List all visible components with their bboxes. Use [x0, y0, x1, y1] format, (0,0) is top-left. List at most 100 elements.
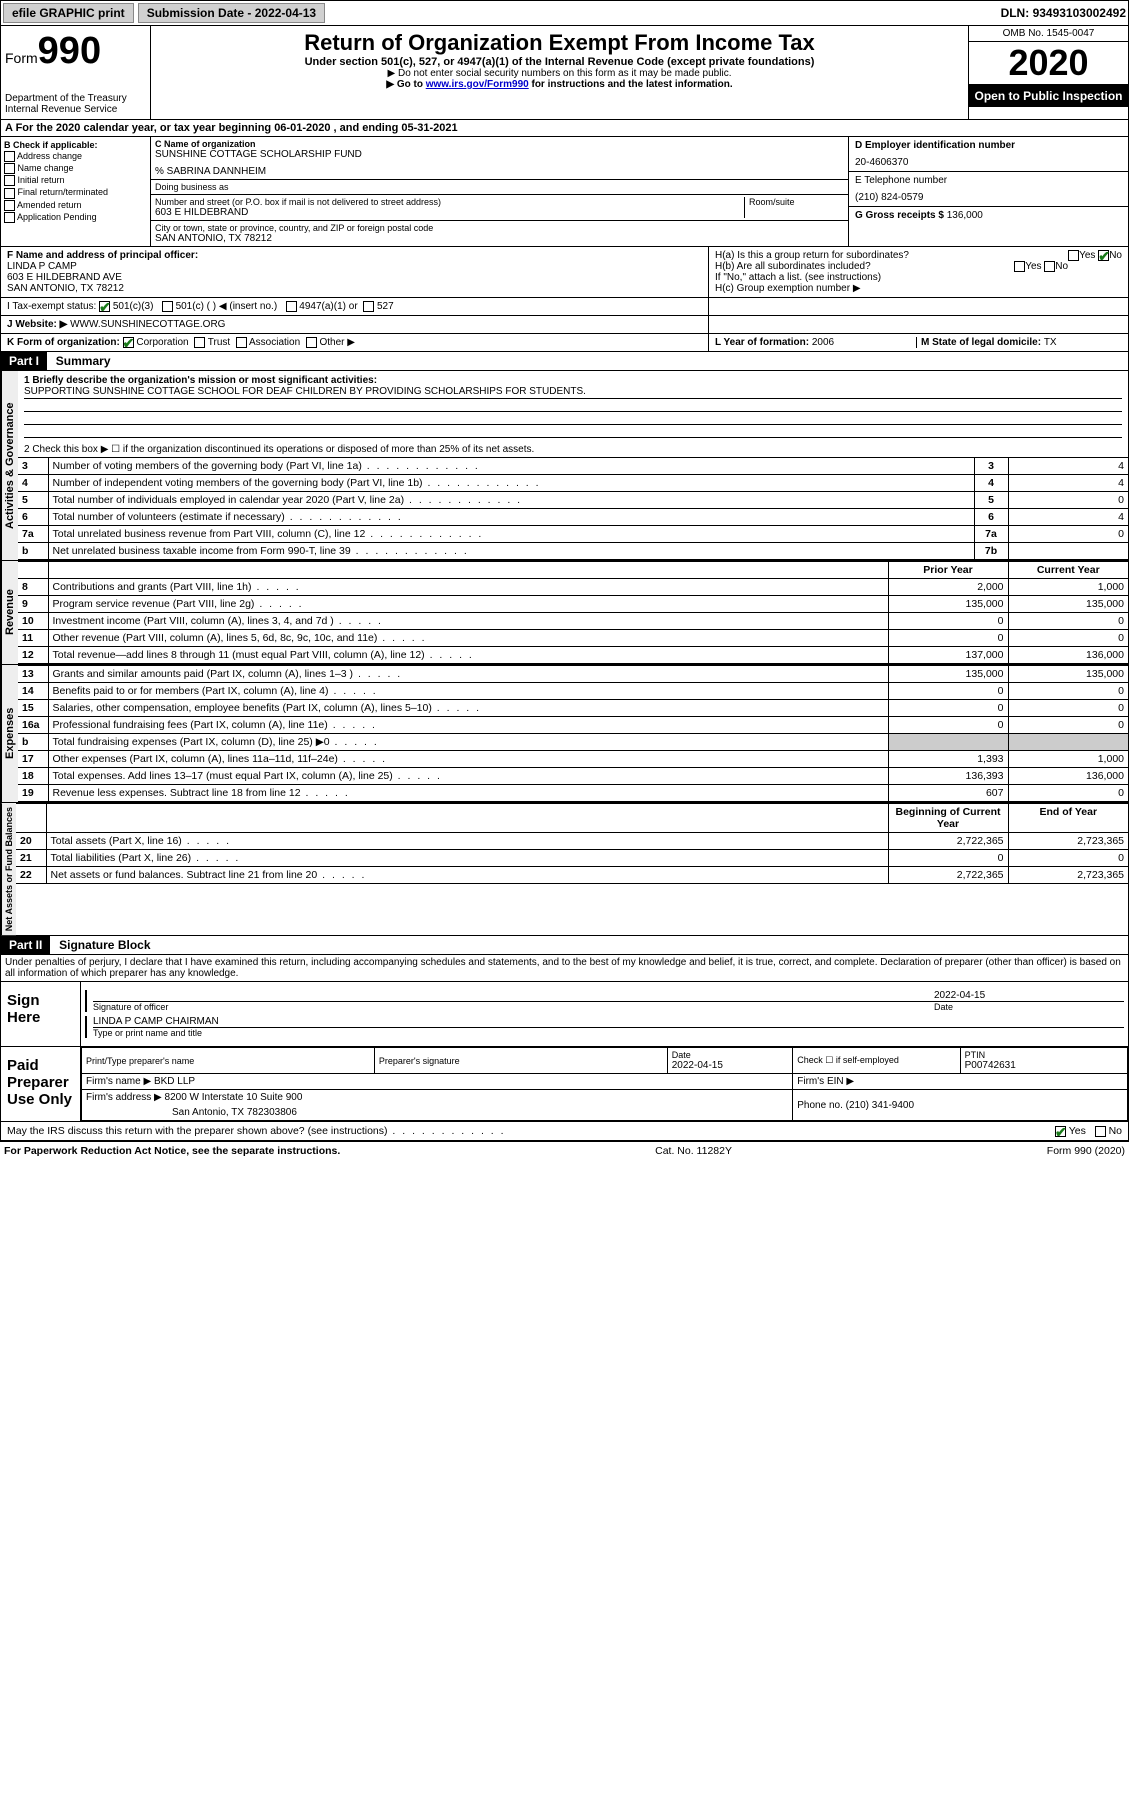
discuss-no-cb[interactable] [1095, 1126, 1106, 1137]
netassets-table: Beginning of Current Year End of Year 20… [16, 803, 1128, 884]
f-label: F Name and address of principal officer: [7, 250, 702, 261]
line-num: 16a [18, 717, 48, 734]
table-row: 16aProfessional fundraising fees (Part I… [18, 717, 1128, 734]
cb-527[interactable] [363, 301, 374, 312]
ha-yes-cb[interactable] [1068, 250, 1079, 261]
rev-h-blank1 [18, 562, 48, 579]
cb-corp[interactable] [123, 337, 134, 348]
ha-yes: Yes [1079, 250, 1095, 261]
line-desc: Benefits paid to or for members (Part IX… [48, 683, 888, 700]
cell-city: City or town, state or province, country… [151, 221, 848, 246]
opt-amended: Amended return [17, 200, 82, 210]
prior-value: 2,722,365 [888, 867, 1008, 884]
opt-address-change: Address change [17, 151, 82, 161]
row-k: K Form of organization: Corporation Trus… [0, 334, 1129, 352]
line-desc: Other expenses (Part IX, column (A), lin… [48, 751, 888, 768]
part2-badge: Part II [1, 936, 50, 954]
line-num: 15 [18, 700, 48, 717]
form-of-org: K Form of organization: Corporation Trus… [1, 334, 708, 351]
discuss-yes: Yes [1069, 1125, 1086, 1137]
current-value: 0 [1008, 630, 1128, 647]
gov-section: 1 Briefly describe the organization's mi… [18, 371, 1128, 560]
hb-no-cb[interactable] [1044, 261, 1055, 272]
line-desc: Contributions and grants (Part VIII, lin… [48, 579, 888, 596]
line-value: 0 [1008, 526, 1128, 543]
prior-value: 607 [888, 785, 1008, 802]
hc-label: H(c) Group exemption number ▶ [715, 283, 1122, 294]
current-value: 2,723,365 [1008, 867, 1128, 884]
officer-addr2: SAN ANTONIO, TX 78212 [7, 283, 702, 294]
line-num: 14 [18, 683, 48, 700]
table-row: 22Net assets or fund balances. Subtract … [16, 867, 1128, 884]
line2-text: 2 Check this box ▶ ☐ if the organization… [18, 442, 1128, 457]
prior-value: 137,000 [888, 647, 1008, 664]
cb-name-change[interactable]: Name change [4, 163, 147, 174]
cb-initial-return[interactable]: Initial return [4, 175, 147, 186]
part1-title: Summary [50, 352, 117, 370]
prep-date-label: Date [672, 1050, 789, 1060]
row-j: J Website: ▶ WWW.SUNSHINECOTTAGE.ORG [0, 316, 1129, 334]
cb-assoc[interactable] [236, 337, 247, 348]
prior-value: 0 [888, 630, 1008, 647]
gross-value: 136,000 [947, 210, 983, 221]
current-value: 0 [1008, 700, 1128, 717]
prior-value: 0 [888, 717, 1008, 734]
cell-gross: G Gross receipts $ 136,000 [849, 207, 1128, 224]
cb-final-return[interactable]: Final return/terminated [4, 187, 147, 198]
phone-label: E Telephone number [855, 175, 1122, 186]
efile-button[interactable]: efile GRAPHIC print [3, 3, 134, 23]
row-lm: L Year of formation: 2006 M State of leg… [708, 334, 1128, 351]
line-box: 3 [974, 458, 1008, 475]
prior-value: 0 [888, 850, 1008, 867]
table-row: 7aTotal unrelated business revenue from … [18, 526, 1128, 543]
line-desc: Other revenue (Part VIII, column (A), li… [48, 630, 888, 647]
sig-officer-label: Signature of officer [93, 1002, 924, 1012]
irs-link[interactable]: www.irs.gov/Form990 [426, 79, 529, 90]
footer-right: Form 990 (2020) [1047, 1145, 1125, 1157]
open-public-badge: Open to Public Inspection [969, 85, 1128, 107]
preparer-table: Print/Type preparer's name Preparer's si… [81, 1047, 1128, 1121]
prior-value: 135,000 [888, 596, 1008, 613]
dln-value: 93493103002492 [1033, 6, 1126, 20]
row-j-right [708, 316, 1128, 333]
cb-501c3[interactable] [99, 301, 110, 312]
header-left: Form990 Department of the Treasury Inter… [1, 26, 151, 119]
cb-4947[interactable] [286, 301, 297, 312]
cb-amended[interactable]: Amended return [4, 200, 147, 211]
ha-no-cb[interactable] [1098, 250, 1109, 261]
form-990: 990 [38, 30, 101, 72]
current-value: 0 [1008, 850, 1128, 867]
addr-label: Number and street (or P.O. box if mail i… [155, 197, 744, 207]
discuss-no: No [1109, 1125, 1122, 1137]
table-row: 12Total revenue—add lines 8 through 11 (… [18, 647, 1128, 664]
cb-trust[interactable] [194, 337, 205, 348]
discuss-label: May the IRS discuss this return with the… [7, 1125, 506, 1137]
line-desc: Total unrelated business revenue from Pa… [48, 526, 974, 543]
ha-row: H(a) Is this a group return for subordin… [715, 250, 1122, 261]
current-value: 2,723,365 [1008, 833, 1128, 850]
firm-phone: (210) 341-9400 [846, 1100, 914, 1111]
cb-pending[interactable]: Application Pending [4, 212, 147, 223]
part2-title: Signature Block [53, 936, 156, 954]
revenue-table: Prior Year Current Year 8Contributions a… [18, 561, 1128, 664]
sig-date: 2022-04-15 [924, 990, 1124, 1002]
cb-address-change[interactable]: Address change [4, 151, 147, 162]
table-row: 6Total number of volunteers (estimate if… [18, 509, 1128, 526]
table-row: 5Total number of individuals employed in… [18, 492, 1128, 509]
ha-no: No [1109, 250, 1122, 261]
subtitle-1: Under section 501(c), 527, or 4947(a)(1)… [155, 56, 964, 68]
table-row: 10Investment income (Part VIII, column (… [18, 613, 1128, 630]
c-label: C Name of organization [155, 139, 844, 149]
submission-button[interactable]: Submission Date - 2022-04-13 [138, 3, 325, 23]
line-box: 7a [974, 526, 1008, 543]
discuss-yes-cb[interactable] [1055, 1126, 1066, 1137]
cb-other[interactable] [306, 337, 317, 348]
prior-value: 1,393 [888, 751, 1008, 768]
table-row: 13Grants and similar amounts paid (Part … [18, 666, 1128, 683]
opt-pending: Application Pending [17, 212, 97, 222]
cb-501c[interactable] [162, 301, 173, 312]
hb-yes-cb[interactable] [1014, 261, 1025, 272]
expenses-section: Expenses 13Grants and similar amounts pa… [0, 665, 1129, 803]
line-num: 18 [18, 768, 48, 785]
header-right: OMB No. 1545-0047 2020 Open to Public In… [968, 26, 1128, 119]
